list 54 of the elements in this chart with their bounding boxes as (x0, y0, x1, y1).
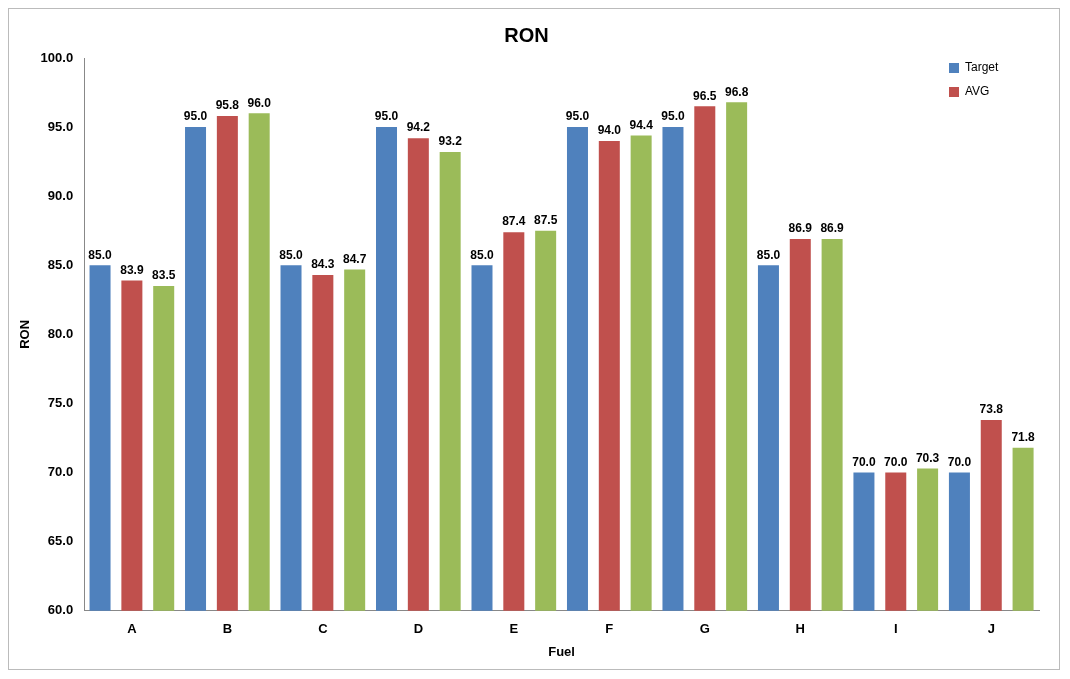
y-tick-label: 60.0 (47, 602, 74, 618)
data-label: 96.8 (724, 84, 749, 99)
data-label: 70.0 (852, 454, 876, 469)
data-label: 95.0 (183, 109, 208, 124)
data-label: 70.0 (947, 454, 972, 469)
data-label: 71.8 (1011, 430, 1036, 445)
y-tick-label: 65.0 (47, 533, 74, 549)
x-tick-label: B (222, 621, 233, 637)
data-label: 83.9 (120, 262, 144, 277)
data-label: 85.0 (470, 247, 494, 262)
data-label: 93.2 (438, 134, 463, 149)
data-label: 94.2 (406, 120, 431, 135)
data-label: 94.0 (597, 123, 622, 138)
data-label: 85.0 (756, 247, 781, 262)
x-tick-label: J (987, 621, 995, 637)
data-label: 73.8 (979, 402, 1004, 417)
x-tick-label: I (893, 621, 898, 637)
data-label: 95.8 (215, 98, 240, 113)
x-tick-label: E (509, 621, 519, 637)
data-label: 87.4 (502, 214, 526, 229)
data-label: 70.0 (884, 454, 908, 469)
data-label: 95.0 (565, 109, 590, 124)
data-label: 94.4 (629, 117, 654, 132)
y-tick-label: 100.0 (40, 49, 74, 65)
data-label: 70.3 (915, 450, 940, 465)
y-axis-title: RON (17, 319, 33, 349)
x-tick-label: G (699, 621, 710, 637)
x-tick-label: F (605, 621, 614, 637)
data-label: 95.0 (374, 109, 399, 124)
y-tick-label: 90.0 (47, 187, 74, 203)
data-label: 83.5 (152, 268, 176, 283)
data-label: 96.0 (247, 95, 272, 110)
data-label: 84.7 (343, 251, 367, 266)
legend-label: Target (965, 60, 1000, 75)
y-tick-label: 95.0 (47, 118, 74, 134)
data-label: 95.0 (661, 109, 685, 124)
data-label: 84.3 (311, 257, 335, 272)
chart-title: RON (504, 23, 549, 46)
x-tick-label: A (127, 621, 138, 637)
y-tick-label: 80.0 (47, 325, 74, 341)
data-label: 86.9 (820, 221, 845, 236)
legend-label: AVG (965, 84, 990, 99)
data-label: 86.9 (788, 221, 813, 236)
x-tick-label: D (413, 621, 424, 637)
x-axis-title: Fuel (548, 643, 575, 659)
y-tick-label: 85.0 (47, 256, 74, 272)
data-label: 85.0 (279, 247, 304, 262)
x-tick-label: H (795, 621, 805, 637)
data-label: 85.0 (88, 247, 113, 262)
y-tick-label: 70.0 (47, 464, 74, 480)
data-label: 96.5 (693, 88, 717, 103)
data-label: 87.5 (533, 213, 558, 228)
y-tick-label: 75.0 (47, 395, 74, 411)
x-tick-label: C (318, 621, 329, 637)
